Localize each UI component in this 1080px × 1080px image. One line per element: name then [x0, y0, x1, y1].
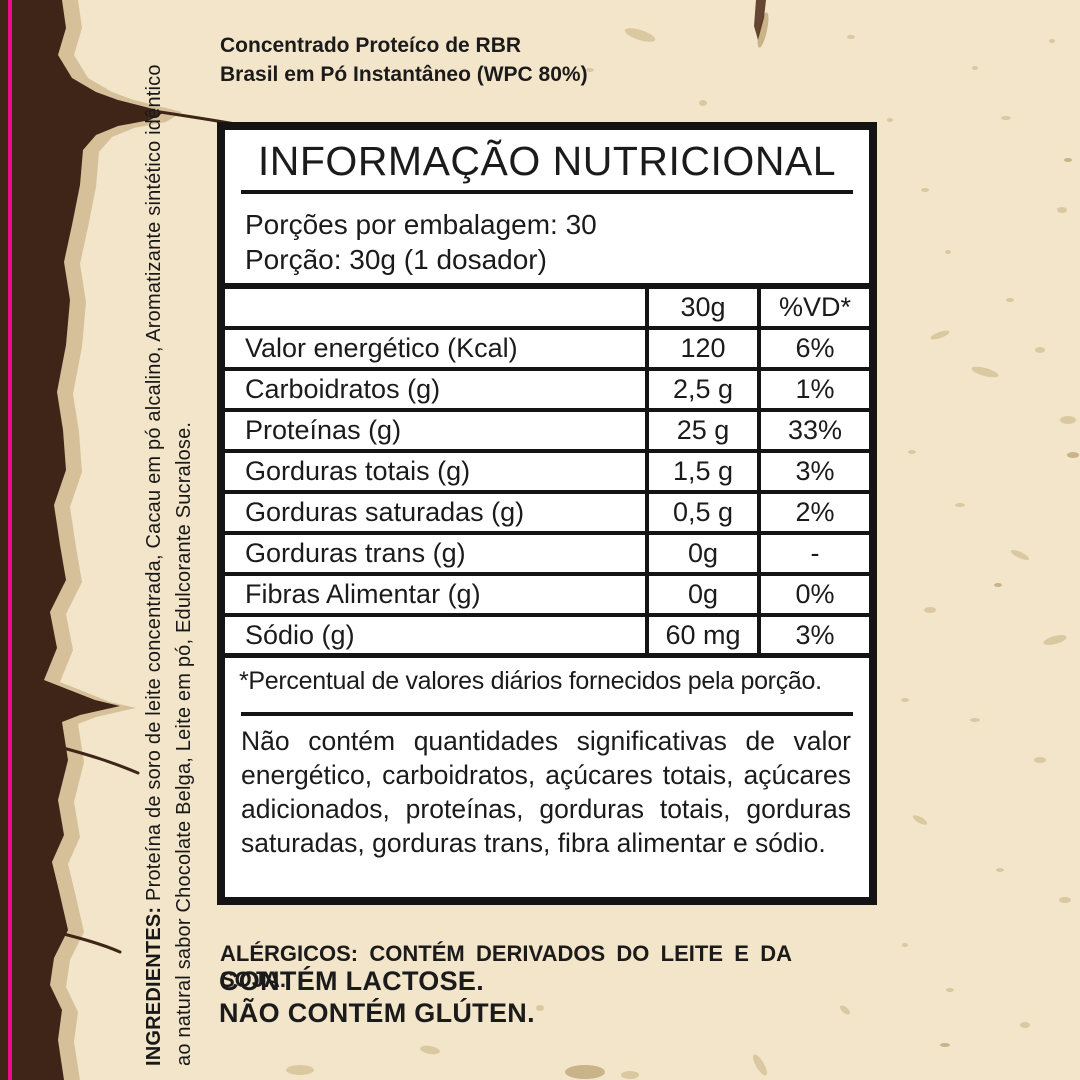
row-amount: 2,5 g — [645, 371, 757, 408]
row-dv: 0% — [757, 576, 869, 613]
servings-per-package: Porções por embalagem: 30 — [245, 209, 597, 240]
row-amount: 60 mg — [645, 617, 757, 653]
ingredients-line2-text: ao natural sabor Chocolate Belga, Leite … — [173, 421, 195, 1066]
row-amount: 25 g — [645, 412, 757, 449]
row-label: Gorduras saturadas (g) — [245, 497, 525, 527]
row-label: Carboidratos (g) — [245, 374, 441, 404]
nutrition-grid: 30g %VD* Valor energético (Kcal) 120 6% … — [225, 283, 869, 658]
divider — [241, 190, 853, 194]
column-header-dv: %VD* — [757, 289, 869, 326]
row-dv: 33% — [757, 412, 869, 449]
row-label: Valor energético (Kcal) — [245, 333, 518, 363]
gluten-statement: NÃO CONTÉM GLÚTEN. — [219, 998, 535, 1028]
row-label: Proteínas (g) — [245, 415, 402, 445]
ingredients-label: INGREDIENTES: — [143, 906, 165, 1066]
table-row: Sódio (g) 60 mg 3% — [225, 617, 869, 658]
table-row: Carboidratos (g) 2,5 g 1% — [225, 371, 869, 412]
row-dv: 2% — [757, 494, 869, 531]
column-header-amount: 30g — [645, 289, 757, 326]
magenta-print-line — [8, 0, 12, 1080]
row-amount: 0g — [645, 576, 757, 613]
serving-size: Porção: 30g (1 dosador) — [245, 244, 547, 275]
row-label: Gorduras trans (g) — [245, 538, 466, 568]
row-dv: 6% — [757, 330, 869, 367]
table-row: Gorduras trans (g) 0g - — [225, 535, 869, 576]
ingredients-line1-text: Proteína de soro de leite concentrada, C… — [143, 64, 165, 907]
table-row: Gorduras saturadas (g) 0,5 g 2% — [225, 494, 869, 535]
table-row: Fibras Alimentar (g) 0g 0% — [225, 576, 869, 617]
product-name-line2: Brasil em Pó Instantâneo (WPC 80%) — [220, 63, 588, 86]
row-label: Sódio (g) — [245, 619, 355, 650]
row-label: Gorduras totais (g) — [245, 456, 471, 486]
allergen-statement: ALÉRGICOS: CONTÉM DERIVADOS DO LEITE E D… — [220, 941, 792, 992]
table-row: Valor energético (Kcal) 120 6% — [225, 330, 869, 371]
row-dv: 1% — [757, 371, 869, 408]
row-amount: 0,5 g — [645, 494, 757, 531]
product-name-line1: Concentrado Proteíco de RBR — [220, 34, 522, 57]
dv-footnote: *Percentual de valores diários fornecido… — [239, 667, 822, 695]
product-name: Concentrado Proteíco de RBR Brasil em Pó… — [220, 31, 588, 89]
lactose-statement: CONTÉM LACTOSE. — [219, 966, 485, 996]
row-dv: 3% — [757, 453, 869, 490]
ingredients-vertical-text-line1: INGREDIENTES: Proteína de soro de leite … — [143, 64, 166, 1066]
divider — [241, 712, 853, 716]
row-amount: 120 — [645, 330, 757, 367]
ingredients-vertical-text-line2: ao natural sabor Chocolate Belga, Leite … — [173, 422, 196, 1066]
row-dv: - — [757, 535, 869, 572]
row-amount: 1,5 g — [645, 453, 757, 490]
table-header-row: 30g %VD* — [225, 289, 869, 330]
nutrition-facts-box: INFORMAÇÃO NUTRICIONAL Porções por embal… — [217, 122, 877, 905]
row-amount: 0g — [645, 535, 757, 572]
insignificant-amounts-note: Não contém quantidades significativas de… — [241, 726, 851, 858]
servings-info: Porções por embalagem: 30 Porção: 30g (1… — [245, 207, 869, 277]
row-label: Fibras Alimentar (g) — [245, 579, 481, 609]
table-row: Gorduras totais (g) 1,5 g 3% — [225, 453, 869, 494]
table-row: Proteínas (g) 25 g 33% — [225, 412, 869, 453]
nutrition-title: INFORMAÇÃO NUTRICIONAL — [257, 138, 837, 184]
column-header-blank — [225, 289, 645, 326]
row-dv: 3% — [757, 617, 869, 653]
